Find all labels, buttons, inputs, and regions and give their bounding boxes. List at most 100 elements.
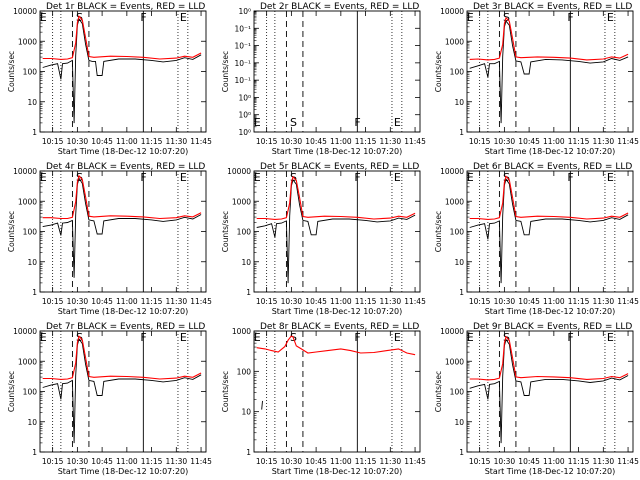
- marker-label-e: E: [180, 331, 187, 344]
- y-tick-label: 1000: [18, 197, 37, 206]
- marker-label-e: E: [394, 331, 401, 344]
- x-tick-label: 10:30: [494, 457, 516, 466]
- x-tick-label: 11:15: [141, 297, 163, 306]
- x-tick-label: 11:15: [568, 137, 590, 146]
- marker-label-e: E: [40, 11, 47, 24]
- y-tick-label: 1000: [18, 37, 37, 46]
- marker-label-e: E: [467, 11, 474, 24]
- y-tick-label: 10⁻¹: [234, 59, 251, 68]
- series-events: [469, 20, 629, 124]
- y-tick-label: 10: [454, 98, 464, 107]
- marker-label-e: E: [180, 171, 187, 184]
- y-tick-label: 1000: [445, 357, 464, 366]
- panel-title: Det 2r BLACK = Events, RED = LLD: [260, 2, 419, 12]
- x-tick-label: 10:30: [67, 457, 89, 466]
- series-lld: [469, 335, 629, 381]
- y-tick-label: 10⁻¹: [234, 42, 251, 51]
- panel-title: Det 9r BLACK = Events, RED = LLD: [473, 322, 632, 332]
- x-axis-label: Start Time (18-Dec-12 10:07:20): [58, 147, 189, 156]
- x-tick-label: 11:15: [141, 137, 163, 146]
- x-tick-label: 10:15: [469, 297, 491, 306]
- x-axis-label: Start Time (18-Dec-12 10:07:20): [58, 467, 189, 476]
- x-tick-label: 11:00: [116, 137, 138, 146]
- y-tick-label: 10⁰: [238, 111, 251, 120]
- marker-label-e: E: [467, 171, 474, 184]
- y-tick-label: 10: [27, 98, 37, 107]
- marker-label-f: F: [354, 116, 360, 129]
- x-tick-label: 10:15: [256, 297, 278, 306]
- x-tick-label: 10:30: [281, 137, 303, 146]
- x-tick-label: 11:00: [543, 137, 565, 146]
- panel-title: Det 7r BLACK = Events, RED = LLD: [46, 322, 205, 332]
- y-tick-label: 1000: [445, 197, 464, 206]
- x-axis-label: Start Time (18-Dec-12 10:07:20): [58, 307, 189, 316]
- y-tick-label: 10⁰: [238, 128, 251, 137]
- x-tick-label: 11:30: [593, 457, 615, 466]
- marker-label-e: E: [394, 171, 401, 184]
- y-tick-label: 1: [459, 288, 464, 297]
- x-tick-label: 10:45: [305, 137, 327, 146]
- panel-title: Det 1r BLACK = Events, RED = LLD: [46, 2, 205, 12]
- x-axis-label: Start Time (18-Dec-12 10:07:20): [272, 147, 403, 156]
- y-tick-label: 1: [459, 128, 464, 137]
- y-tick-label: 100: [450, 228, 465, 237]
- marker-label-f: F: [140, 331, 146, 344]
- x-axis-label: Start Time (18-Dec-12 10:07:20): [272, 307, 403, 316]
- x-tick-label: 10:45: [305, 457, 327, 466]
- x-axis-label: Start Time (18-Dec-12 10:07:20): [485, 147, 616, 156]
- x-tick-label: 11:15: [568, 297, 590, 306]
- x-axis-label: Start Time (18-Dec-12 10:07:20): [485, 467, 616, 476]
- marker-label-e: E: [607, 171, 614, 184]
- y-tick-label: 10: [27, 418, 37, 427]
- x-tick-label: 10:15: [42, 297, 64, 306]
- y-tick-label: 10⁰: [238, 93, 251, 102]
- axes-frame: [253, 330, 421, 453]
- y-tick-label: 100: [23, 388, 38, 397]
- axes-frame: [253, 170, 421, 293]
- y-tick-label: 1000: [232, 197, 251, 206]
- marker-label-s: S: [290, 116, 297, 129]
- x-tick-label: 11:00: [543, 297, 565, 306]
- x-tick-label: 10:45: [91, 137, 113, 146]
- y-axis-label: Counts/sec: [434, 211, 443, 252]
- series-events: [469, 338, 629, 444]
- y-tick-label: 10: [454, 258, 464, 267]
- y-tick-label: 100: [450, 68, 465, 77]
- x-tick-label: 10:45: [305, 297, 327, 306]
- y-axis-label: Counts/sec: [7, 371, 16, 412]
- axes-frame: [39, 330, 207, 453]
- y-tick-label: 1: [32, 128, 37, 137]
- x-tick-label: 10:15: [469, 137, 491, 146]
- y-tick-label: 10000: [440, 327, 464, 336]
- series-lld: [42, 15, 202, 60]
- marker-label-f: F: [567, 331, 573, 344]
- marker-label-e: E: [607, 331, 614, 344]
- x-tick-label: 11:00: [116, 457, 138, 466]
- y-axis-label: Counts/sec: [434, 51, 443, 92]
- marker-label-e: E: [40, 331, 47, 344]
- series-events: [469, 178, 629, 284]
- marker-label-f: F: [140, 11, 146, 24]
- y-axis-label: Counts/sec: [434, 371, 443, 412]
- x-tick-label: 11:30: [166, 297, 188, 306]
- x-tick-label: 11:30: [380, 297, 402, 306]
- panel-title: Det 5r BLACK = Events, RED = LLD: [260, 162, 419, 172]
- x-tick-label: 11:30: [380, 457, 402, 466]
- y-tick-label: 100: [23, 228, 38, 237]
- x-tick-label: 11:45: [617, 137, 639, 146]
- x-tick-label: 11:15: [141, 457, 163, 466]
- x-tick-label: 11:45: [190, 137, 212, 146]
- y-tick-label: 100: [237, 228, 252, 237]
- x-tick-label: 10:45: [91, 297, 113, 306]
- x-tick-label: 10:15: [469, 457, 491, 466]
- y-tick-label: 10000: [13, 7, 37, 16]
- y-tick-label: 10000: [227, 167, 251, 176]
- y-tick-label: 1000: [445, 37, 464, 46]
- series-lld: [42, 335, 202, 380]
